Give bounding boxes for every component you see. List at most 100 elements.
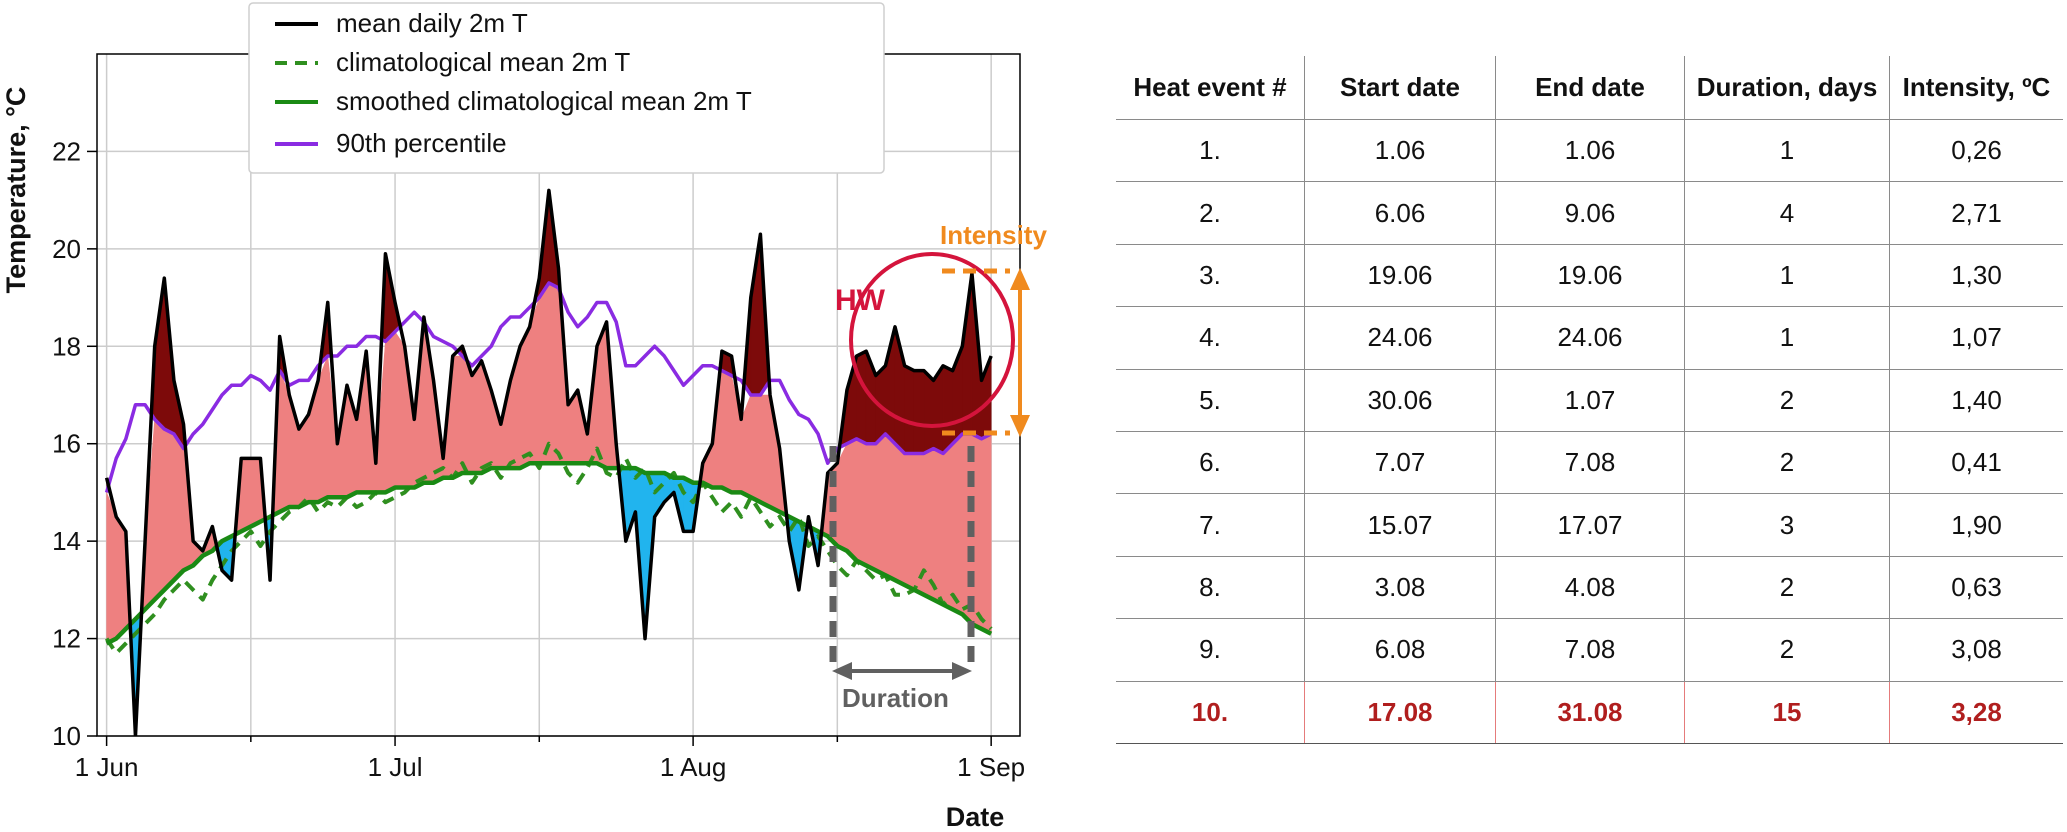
cell-intensity: 3,28 xyxy=(1889,680,2063,744)
cell-duration: 3 xyxy=(1684,493,1890,557)
cell-end: 19.06 xyxy=(1495,243,1685,308)
table-row: 4. 24.06 24.06 1 1,07 xyxy=(1116,306,2063,370)
hw-ellipse xyxy=(849,252,1015,428)
table-row: 9. 6.08 7.08 2 3,08 xyxy=(1116,618,2063,682)
y-tick-label: 12 xyxy=(52,624,81,654)
table-row: 7. 15.07 17.07 3 1,90 xyxy=(1116,493,2063,557)
cell-event: 10. xyxy=(1116,680,1305,744)
cell-intensity: 1,07 xyxy=(1889,306,2063,370)
fill-above-climatology xyxy=(846,438,857,562)
fill-above-climatology xyxy=(885,433,896,581)
cell-start: 15.07 xyxy=(1304,493,1496,557)
fill-above-climatology xyxy=(923,448,934,601)
cell-duration: 4 xyxy=(1684,181,1890,245)
cell-duration: 2 xyxy=(1684,430,1890,495)
table-row: 1. 1.06 1.06 1 0,26 xyxy=(1116,118,2063,183)
cell-intensity: 3,08 xyxy=(1889,618,2063,682)
x-tick-label: 1 Aug xyxy=(660,752,727,782)
table-row: 3. 19.06 19.06 1 1,30 xyxy=(1116,243,2063,308)
duration-arrow-right xyxy=(952,662,972,680)
cell-intensity: 0,26 xyxy=(1889,118,2063,183)
fill-above-climatology xyxy=(894,442,905,586)
fill-above-climatology xyxy=(875,433,886,576)
intensity-arrow-down xyxy=(1010,415,1030,437)
header-duration: Duration, days xyxy=(1684,56,1890,120)
legend-box xyxy=(248,2,885,174)
duration-label: Duration xyxy=(842,683,949,713)
fill-above-climatology xyxy=(240,458,252,532)
annotations: HW Intensity Duration xyxy=(829,220,1047,713)
intensity-arrow-up xyxy=(1010,268,1030,290)
fill-above-climatology xyxy=(394,330,405,488)
fill-above-climatology xyxy=(471,359,482,474)
fill-above-climatology xyxy=(164,428,175,591)
y-tick-label: 16 xyxy=(52,429,81,459)
fill-above-p90 xyxy=(923,369,934,454)
legend-label-clim-mean: climatological mean 2m T xyxy=(336,47,630,77)
y-tick-label: 22 xyxy=(52,136,81,166)
table-row: 8. 3.08 4.08 2 0,63 xyxy=(1116,555,2063,620)
fill-above-climatology xyxy=(548,282,559,464)
cell-start: 17.08 xyxy=(1304,680,1496,744)
fill-above-climatology xyxy=(154,418,165,601)
cell-event: 8. xyxy=(1116,555,1305,620)
cell-duration: 15 xyxy=(1684,680,1890,744)
table-row: 5. 30.06 1.07 2 1,40 xyxy=(1116,368,2063,432)
cell-intensity: 0,41 xyxy=(1889,430,2063,495)
fill-above-climatology xyxy=(519,326,530,469)
fill-above-p90 xyxy=(856,350,867,445)
y-tick-label: 18 xyxy=(52,331,81,361)
fill-above-climatology xyxy=(952,433,963,615)
chart-legend: mean daily 2m T climatological mean 2m T… xyxy=(248,2,885,174)
hw-label: HW xyxy=(835,284,886,317)
series-line-mean-daily xyxy=(104,188,993,736)
header-intensity: Intensity, ºC xyxy=(1889,56,2063,120)
y-axis-label: Temperature, °C xyxy=(1,87,31,294)
cell-duration: 1 xyxy=(1684,243,1890,308)
cell-end: 31.08 xyxy=(1495,680,1685,744)
fill-above-climatology xyxy=(856,438,867,566)
cell-event: 7. xyxy=(1116,493,1305,557)
fill-below-climatology xyxy=(683,477,694,532)
cell-intensity: 1,30 xyxy=(1889,243,2063,308)
series-line-p90 xyxy=(104,281,992,493)
y-tick-label: 20 xyxy=(52,234,81,264)
fill-above-climatology xyxy=(173,432,184,581)
intensity-label: Intensity xyxy=(940,220,1047,250)
x-tick-label: 1 Jul xyxy=(368,752,423,782)
cell-intensity: 1,40 xyxy=(1889,368,2063,432)
cell-start: 6.08 xyxy=(1304,618,1496,682)
fill-above-climatology xyxy=(750,394,761,503)
cell-event: 4. xyxy=(1116,306,1305,370)
table-row: 6. 7.07 7.08 2 0,41 xyxy=(1116,430,2063,495)
cell-start: 7.07 xyxy=(1304,430,1496,495)
cell-start: 6.06 xyxy=(1304,181,1496,245)
cell-start: 24.06 xyxy=(1304,306,1496,370)
cell-event: 9. xyxy=(1116,618,1305,682)
header-heat-event: Heat event # xyxy=(1116,56,1305,120)
cell-start: 30.06 xyxy=(1304,368,1496,432)
cell-duration: 1 xyxy=(1684,118,1890,183)
cell-start: 19.06 xyxy=(1304,243,1496,308)
fill-above-climatology xyxy=(865,443,877,571)
y-tick-label: 10 xyxy=(52,721,81,751)
cell-event: 2. xyxy=(1116,181,1305,245)
series-line-smoothed-climatology xyxy=(105,460,993,646)
series-lines xyxy=(104,188,993,736)
cell-end: 7.08 xyxy=(1495,430,1685,495)
cell-duration: 2 xyxy=(1684,618,1890,682)
fill-above-p90 xyxy=(942,365,954,455)
cell-intensity: 2,71 xyxy=(1889,181,2063,245)
cell-duration: 2 xyxy=(1684,368,1890,432)
header-end-date: End date xyxy=(1495,56,1685,120)
fill-above-climatology xyxy=(904,453,915,591)
x-tick-label: 1 Sep xyxy=(957,752,1025,782)
fill-above-climatology xyxy=(933,448,944,605)
cell-duration: 2 xyxy=(1684,555,1890,620)
x-tick-label: 1 Jun xyxy=(75,752,139,782)
x-axis-label: Date xyxy=(946,802,1005,832)
axes: 10 12 14 16 18 20 22 1 Jun 1 Jul 1 Aug 1 Sep xyxy=(52,136,1025,782)
table-row-highlighted: 10. 17.08 31.08 15 3,28 xyxy=(1116,680,2063,744)
fill-above-climatology xyxy=(721,370,732,493)
duration-arrow-left xyxy=(832,662,852,680)
